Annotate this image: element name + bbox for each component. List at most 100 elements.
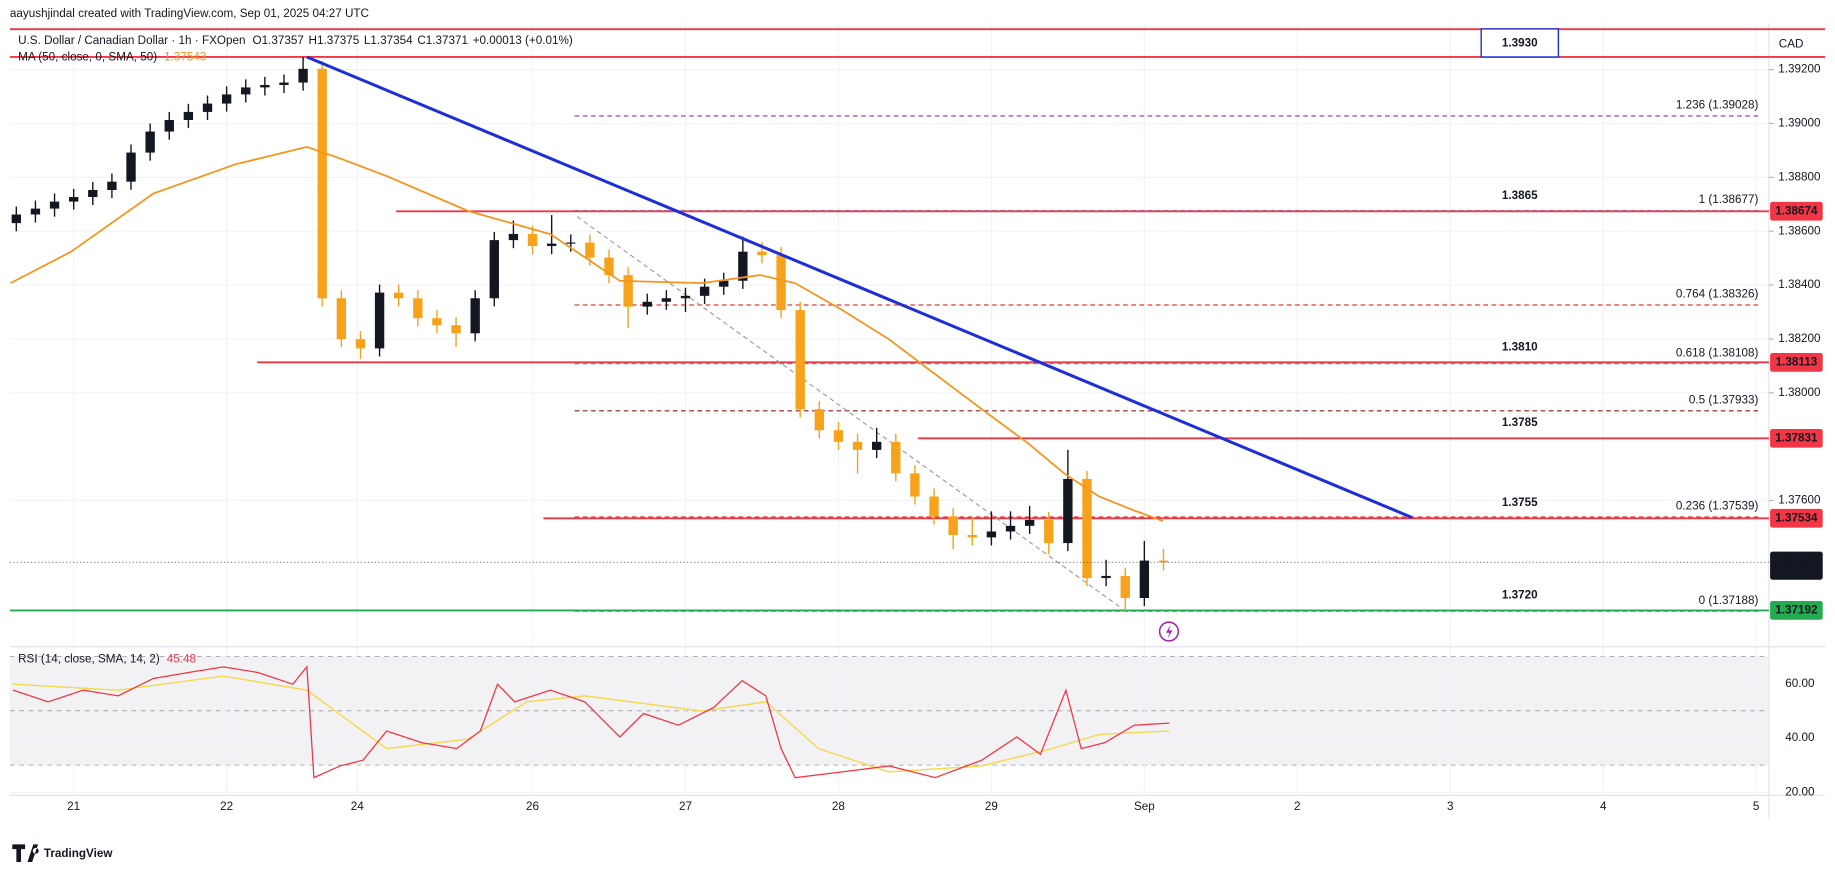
last-price-label: 1.37371 — [1775, 553, 1818, 566]
candle-body — [661, 298, 672, 302]
candle-body — [833, 430, 844, 442]
rsi-legend: RSI (14, close, SMA, 14, 2) 45.48 — [18, 653, 196, 666]
candle-body — [164, 119, 174, 132]
candle-body — [910, 473, 920, 497]
y-tick-label: 1.37600 — [1778, 494, 1821, 507]
level-label: 1.3810 — [1502, 340, 1538, 353]
price-axis-label: 1.38674 — [1775, 204, 1818, 217]
level-label: 1.3720 — [1502, 588, 1538, 601]
candle-body — [1082, 478, 1092, 579]
y-tick-label: 1.39200 — [1778, 63, 1821, 76]
rsi-tick-label: 20.00 — [1785, 785, 1815, 798]
candle-body — [279, 82, 289, 85]
fib-label: 0 (1.37188) — [1699, 594, 1759, 607]
candle-body — [68, 197, 79, 202]
candle-body — [336, 298, 347, 340]
fib-label: 1.236 (1.39028) — [1676, 99, 1759, 112]
candle-body — [260, 84, 270, 88]
brand: TradingView — [44, 847, 114, 860]
symbol-name: U.S. Dollar / Canadian Dollar · 1h · FXO… — [18, 34, 245, 47]
credit: aayushjindal created with TradingView.co… — [10, 7, 369, 20]
y-tick-label: 1.38200 — [1778, 332, 1821, 345]
candle-body — [317, 68, 327, 299]
candle-body — [604, 257, 614, 276]
level-label: 1.3930 — [1502, 37, 1538, 50]
level-box — [1480, 28, 1560, 58]
candle-body — [221, 94, 232, 104]
ma-last: 1.37543 — [164, 50, 206, 63]
x-tick-label: 2 — [1294, 800, 1301, 813]
candle-body — [872, 441, 882, 450]
level-label: 1.3755 — [1502, 496, 1538, 509]
candle-body — [929, 496, 939, 517]
candle-body — [699, 286, 710, 296]
candle-body — [814, 409, 825, 431]
x-tick-label: 27 — [679, 800, 692, 813]
logo-mark — [12, 844, 39, 862]
price-axis-box — [1770, 428, 1823, 448]
price-axis-label: 1.37534 — [1775, 511, 1818, 524]
candle-body — [891, 441, 901, 474]
candle-body — [202, 103, 213, 112]
event-bolt — [1166, 624, 1173, 639]
price-axis-box — [1770, 353, 1823, 372]
candle-body — [145, 131, 155, 153]
ohlc-close: C1.37371 — [417, 34, 468, 47]
plot: 21 22 24 26 27 28 29 Sep 2 3 4 5 1.37600 1.38000 1.382… — [9, 28, 1826, 813]
candle-body — [680, 295, 691, 299]
candle-body — [623, 275, 633, 307]
candle-body — [757, 251, 767, 256]
candle-body — [1158, 560, 1169, 563]
fib-label: 0.5 (1.37933) — [1689, 393, 1759, 406]
x-tick-label: 22 — [220, 800, 233, 813]
candle-body — [1139, 560, 1150, 599]
fib-label: 1 (1.38677) — [1699, 193, 1759, 206]
y-tick-label: 1.38400 — [1778, 278, 1821, 291]
candle-body — [738, 251, 748, 281]
candle-body — [394, 292, 404, 299]
candle-body — [432, 318, 442, 326]
candle-body — [126, 152, 136, 182]
x-tick-label: 21 — [67, 800, 80, 813]
candle-body — [508, 233, 519, 241]
candle-body — [49, 201, 60, 209]
y-tick-label: 1.38000 — [1778, 386, 1821, 399]
candle-body — [374, 292, 385, 349]
candle-body — [30, 208, 41, 215]
candle-body — [795, 310, 805, 410]
rsi-name: RSI (14, close, SMA, 14, 2) — [18, 653, 160, 666]
x-tick-label: 26 — [526, 800, 539, 813]
rsi-tick-label: 40.00 — [1785, 731, 1815, 744]
level-label: 1.3865 — [1502, 189, 1538, 202]
ma-legend: MA (50, close, 0, SMA, 50) 1.37543 — [18, 50, 206, 63]
candle-body — [107, 181, 117, 191]
candle-body — [11, 214, 21, 224]
candle-body — [241, 87, 251, 95]
candle-body — [852, 441, 863, 450]
candle-body — [967, 534, 977, 538]
price-axis-box — [1770, 601, 1823, 620]
price-axis-label: 1.37831 — [1775, 431, 1818, 444]
candle-body — [1120, 575, 1130, 599]
candle-body — [566, 242, 576, 244]
ohlc-low: L1.37354 — [364, 34, 413, 47]
candle-body — [1024, 519, 1035, 526]
x-tick-label: 29 — [985, 800, 998, 813]
candle-body — [88, 190, 98, 198]
candle-body — [546, 243, 557, 247]
symbol: U.S. Dollar / Canadian Dollar · 1h · FXO… — [18, 34, 573, 47]
event-icon — [1158, 621, 1180, 642]
candle-body — [642, 301, 652, 307]
x-tick-label: 28 — [832, 800, 845, 813]
candle-body — [183, 111, 194, 120]
candle-body — [719, 280, 729, 287]
candle-body — [413, 298, 423, 319]
candle-body — [1101, 575, 1111, 579]
candle-body — [1005, 525, 1016, 532]
ma-line — [10, 145, 1164, 522]
candle-body — [776, 255, 786, 311]
price-axis-box — [1770, 508, 1823, 528]
grid — [9, 23, 1769, 796]
candle-body — [986, 531, 997, 538]
